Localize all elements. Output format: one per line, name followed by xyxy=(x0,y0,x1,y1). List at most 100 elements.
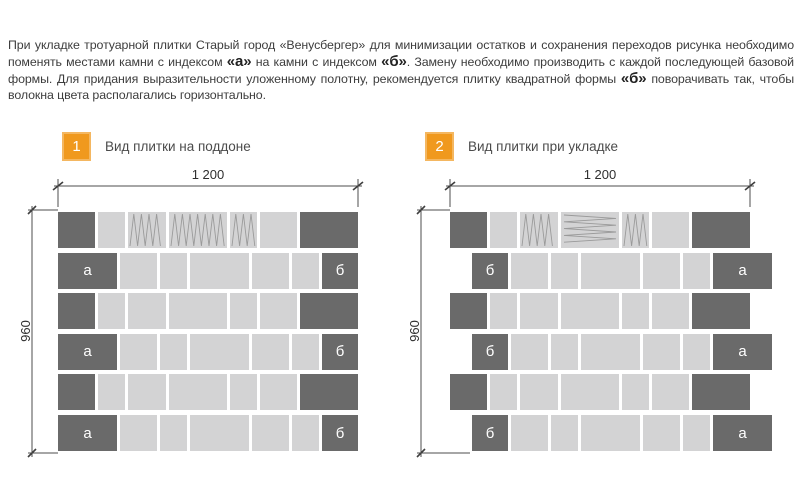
index-letter-emphasis: «б» xyxy=(620,69,647,87)
paver-stone-dark: б xyxy=(322,415,358,451)
paver-stone-dark xyxy=(450,293,487,330)
intro-paragraph: При укладке тротуарной плитки Старый гор… xyxy=(8,37,794,104)
paver-stone-dark xyxy=(692,212,750,248)
dimension-line-group xyxy=(417,179,754,457)
tile-row xyxy=(58,293,358,330)
paver-stone-light xyxy=(683,333,710,370)
dimension-line-group xyxy=(28,179,362,457)
hatch-vertical-grain xyxy=(129,213,161,247)
paver-stone-dark: б xyxy=(472,252,508,289)
paver-stone-light xyxy=(120,252,157,289)
paver-stone-dark: а xyxy=(58,415,117,451)
intro-text-segment: При укладке тротуарной плитки Старый гор… xyxy=(8,38,794,69)
intro-text-segment: на камни с индексом xyxy=(251,54,382,69)
paver-stone-light xyxy=(581,333,640,370)
paver-stone-light xyxy=(520,374,558,411)
paver-stone-light xyxy=(160,333,187,370)
stone-index-label: б xyxy=(485,343,495,361)
paver-stone-light xyxy=(581,252,640,289)
hatch-vertical-grain xyxy=(170,213,225,247)
tile-row xyxy=(450,293,750,330)
paver-stone-light xyxy=(160,415,187,451)
paver-stone-light xyxy=(683,415,710,451)
paver-stone-light xyxy=(652,374,689,411)
paver-stone-light xyxy=(643,415,680,451)
paver-stone-dark xyxy=(692,374,750,411)
paver-stone-light xyxy=(622,293,649,330)
paver-stone-dark: а xyxy=(58,333,117,370)
paver-stone-light xyxy=(561,212,619,248)
paver-stone-dark xyxy=(58,212,95,248)
section-title: Вид плитки при укладке xyxy=(468,139,619,154)
paver-stone-light xyxy=(190,252,249,289)
paver-stone-dark xyxy=(450,374,487,411)
paver-stone-light xyxy=(292,252,319,289)
paver-stone-dark xyxy=(450,212,487,248)
section-number-badge: 1 xyxy=(62,132,91,161)
hatch-horizontal-grain xyxy=(563,214,617,243)
paver-stone-light xyxy=(128,293,166,330)
dimension-lines-laying xyxy=(416,179,756,458)
hatch-vertical-grain xyxy=(521,213,553,247)
paver-stone-light xyxy=(643,333,680,370)
paver-stone-dark: а xyxy=(58,252,117,289)
intro-text-segment: . Замену необходимо производить с каждой… xyxy=(8,54,794,86)
paver-stone-light xyxy=(561,374,619,411)
paver-stone-light xyxy=(551,333,578,370)
paver-stone-dark xyxy=(692,293,750,330)
paver-stone-light xyxy=(511,252,548,289)
stone-index-label: б xyxy=(335,343,345,361)
index-letter-emphasis: «а» xyxy=(226,52,252,70)
paver-stone-light xyxy=(252,252,289,289)
stone-index-label: б xyxy=(485,424,495,442)
paver-stone-dark xyxy=(300,212,358,248)
tile-row xyxy=(450,212,750,248)
section-header-pallet: 1 Вид плитки на поддоне xyxy=(62,132,251,161)
stone-index-label: б xyxy=(335,262,345,280)
section-number-badge: 2 xyxy=(425,132,454,161)
paver-stone-light xyxy=(230,374,257,411)
paver-stone-light xyxy=(252,415,289,451)
paver-stone-light xyxy=(98,212,125,248)
paver-stone-light xyxy=(260,374,297,411)
stone-index-label: б xyxy=(485,262,495,280)
paver-stone-dark: а xyxy=(713,415,772,451)
paver-stone-light xyxy=(120,415,157,451)
paver-stone-light xyxy=(520,212,558,248)
paver-stone-light xyxy=(120,333,157,370)
paver-stone-light xyxy=(260,212,297,248)
paver-stone-light xyxy=(551,415,578,451)
paver-stone-light xyxy=(511,333,548,370)
paver-stone-dark xyxy=(58,293,95,330)
dimension-lines-pallet xyxy=(27,179,364,458)
paver-stone-dark xyxy=(300,293,358,330)
paver-stone-dark xyxy=(58,374,95,411)
paver-stone-light xyxy=(190,415,249,451)
paver-stone-light xyxy=(190,333,249,370)
paver-stone-dark: б xyxy=(322,333,358,370)
hatch-vertical-grain xyxy=(231,213,256,247)
tile-row xyxy=(58,374,358,411)
paver-stone-light xyxy=(98,374,125,411)
paver-stone-dark xyxy=(300,374,358,411)
paver-stone-light xyxy=(292,333,319,370)
index-letter-emphasis: «б» xyxy=(381,52,407,70)
stone-index-label: а xyxy=(83,262,92,280)
paver-stone-light xyxy=(551,252,578,289)
paver-stone-light xyxy=(683,252,710,289)
section-header-laying: 2 Вид плитки при укладке xyxy=(425,132,618,161)
stone-index-label: а xyxy=(83,424,92,442)
tile-row xyxy=(450,374,750,411)
dimension-tick-group xyxy=(416,181,756,458)
paver-stone-light xyxy=(652,212,689,248)
paver-stone-light xyxy=(652,293,689,330)
